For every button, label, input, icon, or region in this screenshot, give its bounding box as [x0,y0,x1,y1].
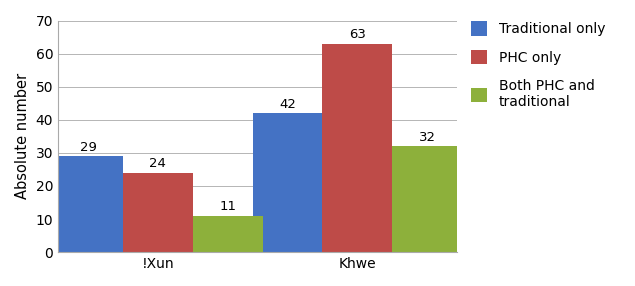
Text: 11: 11 [219,200,236,213]
Text: 63: 63 [349,28,366,41]
Text: 29: 29 [79,141,97,154]
Text: 24: 24 [149,157,166,170]
Bar [253,113,323,252]
Bar [392,146,462,252]
Bar [323,44,392,252]
Legend: Traditional only, PHC only, Both PHC and
traditional: Traditional only, PHC only, Both PHC and… [465,16,611,115]
Text: 42: 42 [279,98,296,111]
Bar [123,173,193,252]
Bar [53,156,123,252]
Y-axis label: Absolute number: Absolute number [15,73,30,199]
Bar [193,216,263,252]
Text: 32: 32 [418,131,436,144]
